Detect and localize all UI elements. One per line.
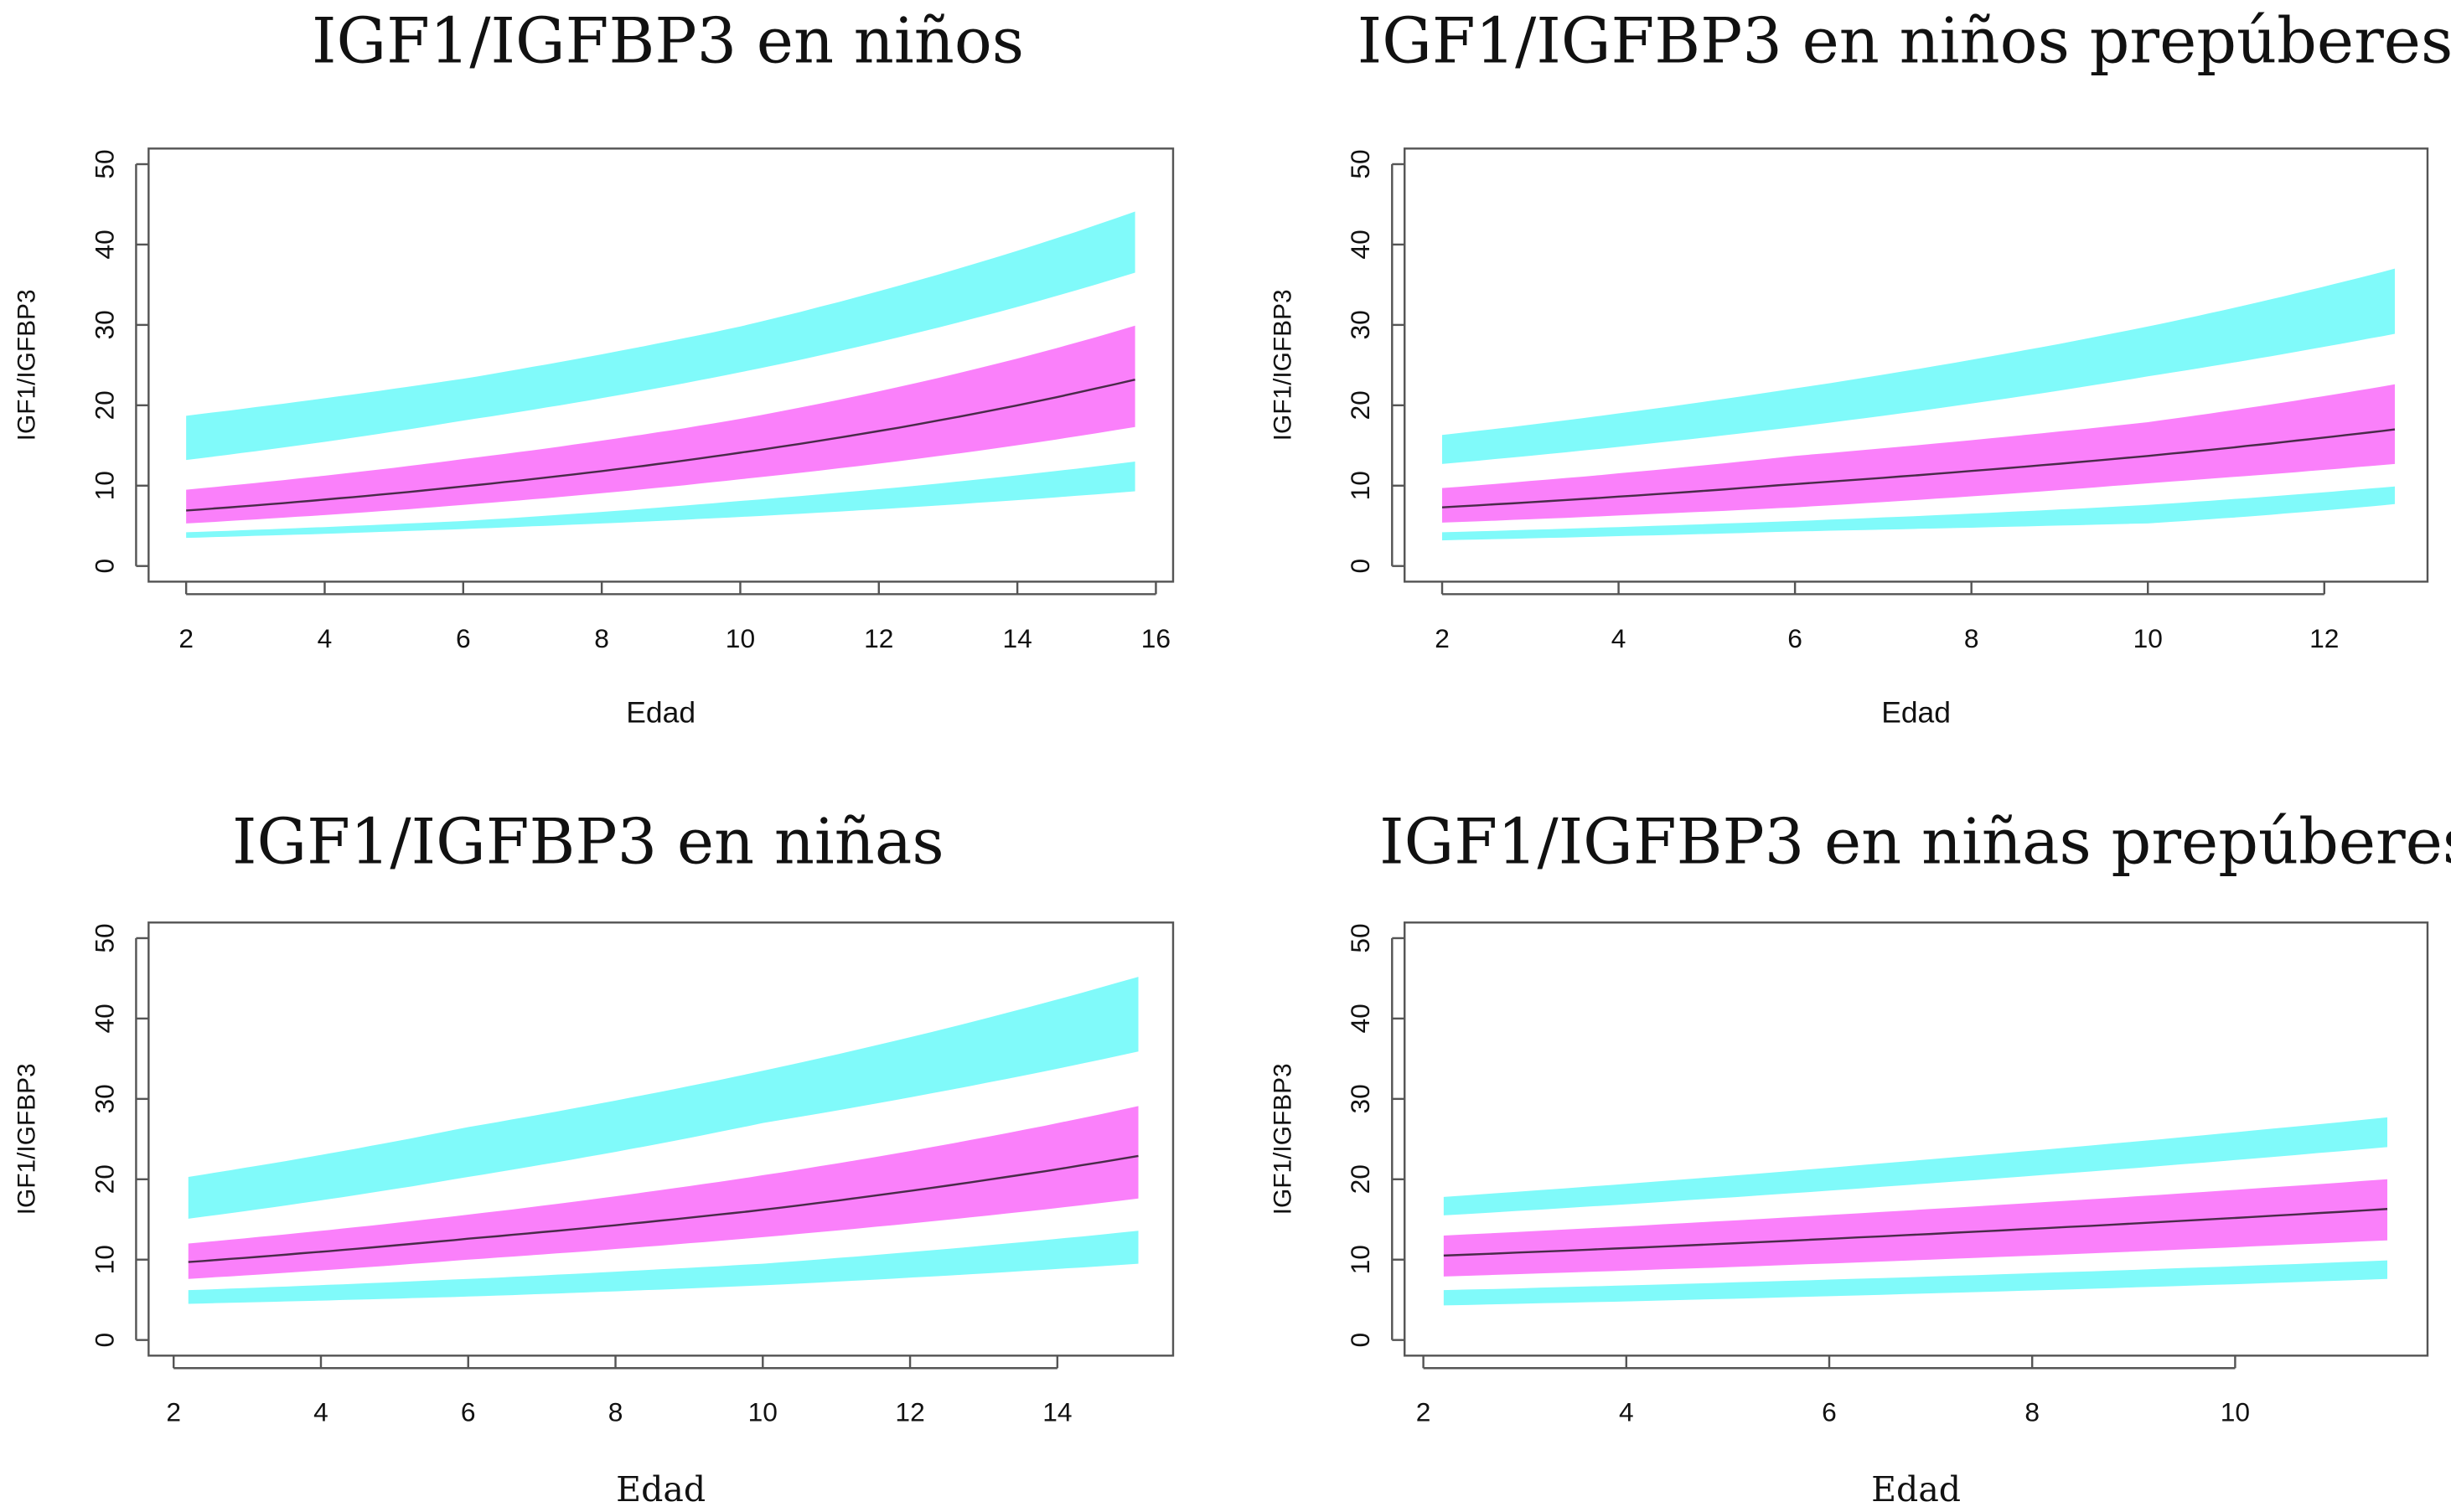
x-axis-label: Edad bbox=[626, 695, 695, 729]
x-tick-label: 10 bbox=[2133, 623, 2163, 653]
y-tick-label: 50 bbox=[89, 149, 119, 178]
median-line bbox=[186, 379, 1135, 512]
chart-panel-2: IGF1/IGFBP3 en niños prepúberes 0 10 20 30 40… bbox=[1269, 5, 2451, 730]
y-tick-label: 20 bbox=[89, 390, 119, 420]
y-tick-label: 50 bbox=[89, 923, 119, 952]
x-tick-label: 4 bbox=[1611, 623, 1626, 653]
x-tick-label: 10 bbox=[2221, 1397, 2250, 1427]
x-tick-label: 14 bbox=[1042, 1397, 1072, 1427]
plot-frame bbox=[1404, 147, 2429, 583]
band-lower-outer bbox=[1442, 486, 2395, 541]
x-tick-label: 4 bbox=[318, 623, 333, 653]
x-tick-label: 12 bbox=[2309, 623, 2339, 653]
median-line bbox=[1443, 1208, 2388, 1257]
x-tick-label: 2 bbox=[1416, 1397, 1431, 1427]
band-central bbox=[188, 1106, 1139, 1279]
x-axis-label: Edad bbox=[1871, 1469, 1961, 1509]
chart-title: IGF1/IGFBP3 en niños prepúberes bbox=[1357, 5, 2451, 78]
y-tick-label: 30 bbox=[1345, 1084, 1375, 1113]
chart-panel-1: IGF1/IGFBP3 en niños 0 10 20 30 40 50 2 4 6 8 10 12 1… bbox=[13, 5, 1175, 729]
y-tick-label: 30 bbox=[1345, 310, 1375, 339]
y-tick-label: 10 bbox=[1345, 471, 1375, 500]
y-tick-label: 10 bbox=[89, 1245, 119, 1274]
x-tick-label: 6 bbox=[1787, 623, 1802, 653]
x-tick-label: 10 bbox=[748, 1397, 778, 1427]
y-tick-label: 50 bbox=[1345, 923, 1375, 952]
median-line bbox=[188, 1154, 1139, 1263]
y-tick-label: 40 bbox=[1345, 230, 1375, 259]
y-tick-label: 40 bbox=[89, 1004, 119, 1033]
x-tick-label: 8 bbox=[608, 1397, 623, 1427]
y-axis-label: IGF1/IGFBP3 bbox=[1269, 289, 1296, 441]
plot-frame bbox=[147, 921, 1175, 1357]
x-tick-label: 8 bbox=[1964, 623, 1979, 653]
x-tick-label: 6 bbox=[456, 623, 471, 653]
band-upper-outer bbox=[188, 977, 1139, 1219]
y-tick-label: 30 bbox=[89, 1084, 119, 1113]
x-tick-label: 2 bbox=[178, 623, 194, 653]
band-central bbox=[186, 325, 1135, 524]
y-tick-label: 20 bbox=[89, 1164, 119, 1194]
chart-title: IGF1/IGFBP3 en niños bbox=[312, 5, 1024, 78]
x-tick-label: 12 bbox=[864, 623, 893, 653]
x-tick-label: 2 bbox=[166, 1397, 181, 1427]
chart-panel-3: IGF1/IGFBP3 en niñas 0 10 20 30 40 50 2 4 6 8 10 12 1… bbox=[13, 805, 1175, 1509]
y-tick-label: 40 bbox=[89, 230, 119, 259]
y-axis-label: IGF1/IGFBP3 bbox=[13, 1063, 41, 1215]
y-tick-label: 20 bbox=[1345, 390, 1375, 420]
x-tick-label: 16 bbox=[1141, 623, 1171, 653]
x-tick-label: 2 bbox=[1435, 623, 1450, 653]
x-tick-label: 10 bbox=[726, 623, 755, 653]
y-tick-label: 10 bbox=[89, 471, 119, 500]
y-tick-label: 0 bbox=[1345, 559, 1375, 574]
y-tick-label: 10 bbox=[1345, 1245, 1375, 1274]
band-upper-outer bbox=[1443, 1117, 2388, 1215]
band-central bbox=[1442, 384, 2395, 523]
y-axis-label: IGF1/IGFBP3 bbox=[1269, 1063, 1296, 1215]
x-tick-label: 8 bbox=[2024, 1397, 2040, 1427]
x-tick-label: 4 bbox=[1619, 1397, 1634, 1427]
y-tick-label: 30 bbox=[89, 310, 119, 339]
x-tick-label: 6 bbox=[461, 1397, 476, 1427]
x-axis-label: Edad bbox=[616, 1469, 706, 1509]
y-tick-label: 40 bbox=[1345, 1004, 1375, 1033]
plot-frame bbox=[1404, 921, 2429, 1357]
band-lower-outer bbox=[1443, 1260, 2388, 1306]
band-lower-outer bbox=[186, 462, 1135, 539]
y-tick-label: 50 bbox=[1345, 149, 1375, 178]
band-central bbox=[1443, 1179, 2388, 1277]
y-tick-label: 0 bbox=[89, 559, 119, 574]
plot-frame bbox=[147, 147, 1175, 583]
y-axis-label: IGF1/IGFBP3 bbox=[13, 289, 41, 441]
chart-title: IGF1/IGFBP3 en niñas prepúberes bbox=[1379, 805, 2451, 878]
x-tick-label: 8 bbox=[594, 623, 609, 653]
chart-title: IGF1/IGFBP3 en niñas bbox=[232, 805, 944, 878]
x-axis-label: Edad bbox=[1881, 695, 1951, 729]
x-tick-label: 6 bbox=[1822, 1397, 1837, 1427]
x-tick-label: 14 bbox=[1002, 623, 1032, 653]
band-upper-outer bbox=[186, 211, 1135, 461]
x-tick-label: 4 bbox=[313, 1397, 328, 1427]
band-lower-outer bbox=[188, 1231, 1139, 1304]
median-line bbox=[1441, 428, 2396, 508]
y-tick-label: 0 bbox=[89, 1333, 119, 1348]
band-upper-outer bbox=[1442, 268, 2395, 464]
y-tick-label: 20 bbox=[1345, 1164, 1375, 1194]
x-tick-label: 12 bbox=[895, 1397, 924, 1427]
y-tick-label: 0 bbox=[1345, 1333, 1375, 1348]
chart-panel-4: IGF1/IGFBP3 en niñas prepúberes 0 10 20 30 40… bbox=[1269, 805, 2451, 1509]
